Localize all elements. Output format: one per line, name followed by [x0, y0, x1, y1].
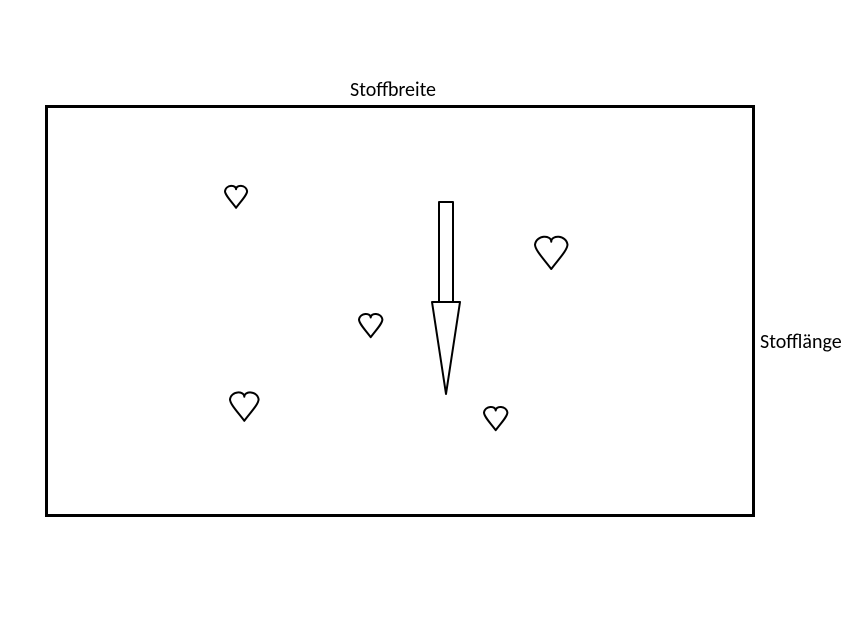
- label-right: Stofflänge: [760, 330, 842, 354]
- heart-icon: [357, 310, 384, 339]
- grain-arrow-icon: [430, 200, 462, 396]
- heart-icon: [482, 403, 509, 432]
- label-top: Stoffbreite: [350, 78, 436, 102]
- heart-icon: [223, 182, 249, 210]
- fabric-rectangle: [45, 105, 755, 517]
- heart-icon: [228, 388, 261, 423]
- diagram-canvas: Stoffbreite Stofflänge: [0, 0, 868, 635]
- heart-icon: [533, 232, 570, 271]
